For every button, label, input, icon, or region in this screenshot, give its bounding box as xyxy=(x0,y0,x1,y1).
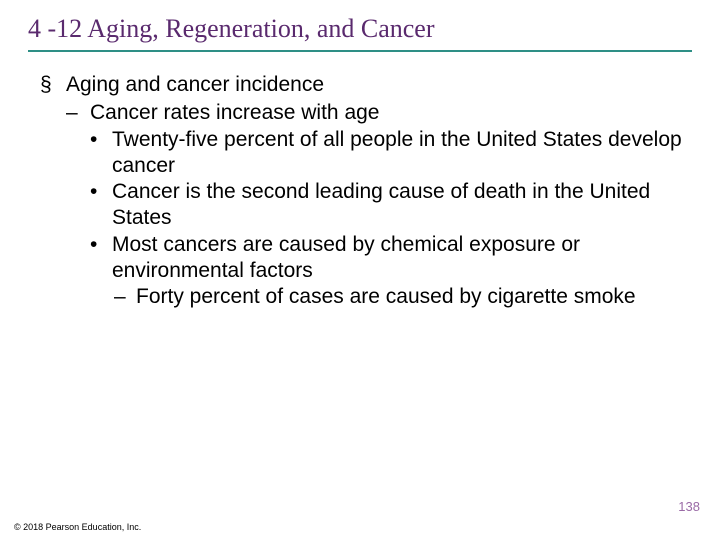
slide: { "colors": { "title_text": "#5a2a6e", "… xyxy=(0,0,720,540)
bullet-marker: • xyxy=(90,232,112,285)
bullet-text: Aging and cancer incidence xyxy=(66,72,684,98)
bullet-text: Cancer is the second leading cause of de… xyxy=(112,179,684,232)
bullet-marker: – xyxy=(114,284,136,310)
bullet-text: Twenty-five percent of all people in the… xyxy=(112,127,684,180)
copyright-text: © 2018 Pearson Education, Inc. xyxy=(14,522,141,532)
bullet-marker: • xyxy=(90,179,112,232)
bullet-lvl2: • Twenty-five percent of all people in t… xyxy=(40,127,684,180)
bullet-text: Most cancers are caused by chemical expo… xyxy=(112,232,684,285)
bullet-marker: § xyxy=(40,72,66,98)
bullet-text: Cancer rates increase with age xyxy=(90,100,684,126)
bullet-lvl1: – Cancer rates increase with age xyxy=(40,100,684,126)
page-number: 138 xyxy=(678,499,700,514)
slide-body: § Aging and cancer incidence – Cancer ra… xyxy=(40,72,684,310)
bullet-lvl2: • Most cancers are caused by chemical ex… xyxy=(40,232,684,285)
slide-title: 4 -12 Aging, Regeneration, and Cancer xyxy=(28,14,692,52)
bullet-marker: – xyxy=(66,100,90,126)
bullet-text: Forty percent of cases are caused by cig… xyxy=(136,284,684,310)
bullet-lvl2: • Cancer is the second leading cause of … xyxy=(40,179,684,232)
bullet-marker: • xyxy=(90,127,112,180)
bullet-lvl3: – Forty percent of cases are caused by c… xyxy=(40,284,684,310)
bullet-lvl0: § Aging and cancer incidence xyxy=(40,72,684,98)
